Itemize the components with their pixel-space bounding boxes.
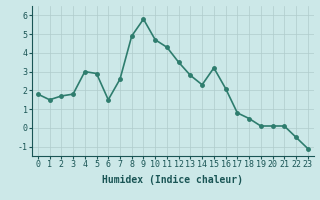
X-axis label: Humidex (Indice chaleur): Humidex (Indice chaleur) xyxy=(102,175,243,185)
